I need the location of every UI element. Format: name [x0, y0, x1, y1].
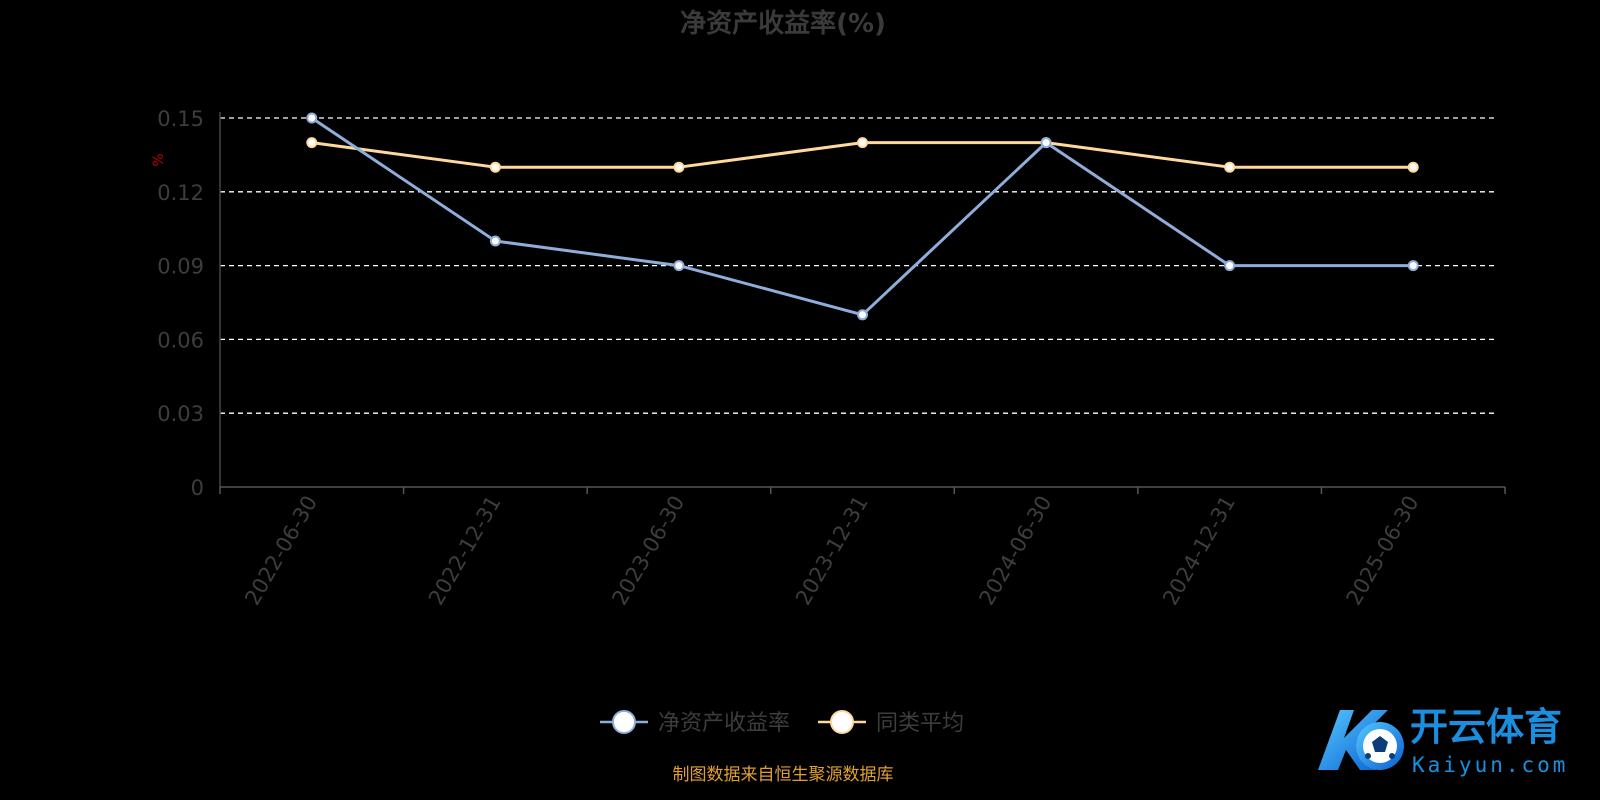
data-point[interactable] [1407, 260, 1419, 272]
data-point[interactable] [489, 235, 501, 247]
y-tick-label: 0.15 [157, 107, 204, 131]
x-tick-label: 2023-12-31 [791, 492, 873, 610]
brand-name-cn: 开云体育 [1410, 705, 1562, 749]
legend-item[interactable]: 同类平均 [818, 710, 964, 736]
x-tick-label: 2024-06-30 [975, 492, 1057, 610]
legend-label: 同类平均 [876, 711, 964, 736]
x-tick-label: 2024-12-31 [1158, 492, 1240, 610]
chart-title: 净资产收益率(%) [680, 8, 886, 39]
data-point[interactable] [673, 260, 685, 272]
y-tick-labels: 0 0.03 0.06 0.09 0.12 0.15 [157, 107, 204, 500]
data-point[interactable] [857, 137, 868, 149]
series-lines [306, 112, 1419, 321]
data-point[interactable] [857, 309, 868, 321]
kaiyun-watermark-logo: 开云体育 Kaiyun.com [1310, 700, 1600, 790]
y-tick-label: 0.03 [157, 402, 204, 426]
y-tick-label: 0.06 [157, 328, 204, 352]
axes [219, 112, 1506, 494]
x-tick-label: 2022-12-31 [424, 492, 506, 610]
data-point[interactable] [306, 112, 318, 124]
y-axis-unit: % [151, 153, 167, 166]
x-tick-label: 2023-06-30 [607, 492, 689, 610]
kaiyun-k-icon [1318, 710, 1404, 770]
legend[interactable]: 净资产收益率 同类平均 [600, 710, 964, 736]
data-point[interactable] [673, 161, 685, 173]
legend-marker [830, 710, 854, 734]
data-point[interactable] [1040, 137, 1052, 149]
y-tick-label: 0 [191, 476, 204, 500]
data-point[interactable] [489, 161, 501, 173]
legend-marker [612, 710, 636, 734]
x-tick-label: 2025-06-30 [1342, 492, 1424, 610]
x-tick-labels: 2022-06-30 2022-12-31 2023-06-30 2023-12-31… [240, 492, 1423, 610]
data-point[interactable] [306, 137, 318, 149]
data-point[interactable] [1224, 260, 1236, 272]
source-note: 制图数据来自恒生聚源数据库 [673, 765, 894, 785]
data-point[interactable] [1407, 161, 1419, 173]
brand-name-en: Kaiyun.com [1412, 753, 1568, 777]
legend-label: 净资产收益率 [658, 711, 790, 736]
y-tick-label: 0.09 [157, 255, 204, 279]
legend-item[interactable]: 净资产收益率 [600, 710, 790, 736]
y-tick-label: 0.12 [157, 181, 204, 205]
x-tick-label: 2022-06-30 [240, 492, 322, 610]
data-point[interactable] [1224, 161, 1236, 173]
